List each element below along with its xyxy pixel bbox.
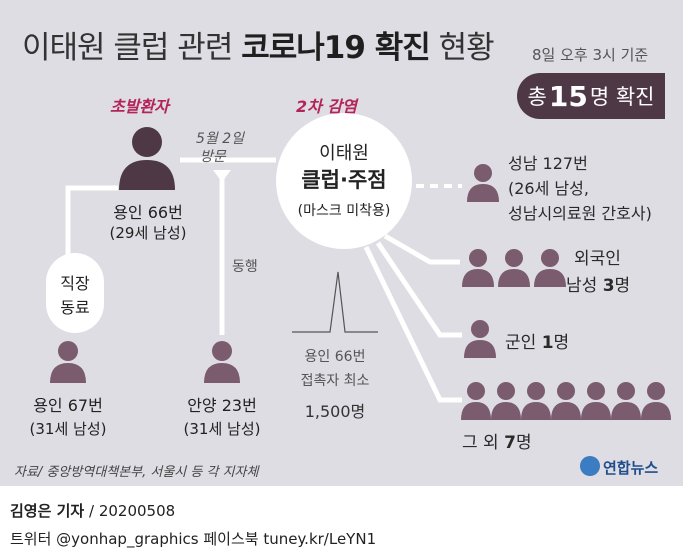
branch-seongnam-line-2: (26세 남성, bbox=[508, 179, 589, 198]
line-to-colleague bbox=[65, 185, 118, 255]
connector-lines bbox=[65, 157, 462, 403]
yonhap-logo-icon bbox=[580, 456, 600, 476]
colleague-name: 용인 67번 bbox=[33, 396, 103, 415]
contacts-line-1: 용인 66번 bbox=[304, 349, 366, 365]
branch-others: 그 외 7명 bbox=[462, 433, 532, 453]
contacts-line-2: 접촉자 최소 bbox=[300, 373, 370, 389]
social-line: 트위터 @yonhap_graphics 페이스북 tuney.kr/LeYN1 bbox=[10, 530, 377, 548]
person-icon bbox=[464, 320, 496, 358]
companion-info: (31세 남성) bbox=[183, 420, 261, 438]
line-to-foreigners bbox=[383, 233, 460, 265]
total-badge: 총 15 명 확진 bbox=[517, 73, 665, 119]
spike-graph-icon bbox=[292, 271, 378, 333]
colleague-info: (31세 남성) bbox=[29, 420, 107, 438]
person-icon bbox=[204, 341, 240, 383]
branch-soldier: 군인 1명 bbox=[505, 333, 570, 353]
line-to-others bbox=[363, 245, 462, 403]
person-icon bbox=[50, 341, 86, 383]
venue-note: (마스크 미착용) bbox=[297, 203, 391, 219]
infographic-card: 이태원 클럽 관련 코로나19 확진 현황 8일 오후 3시 기준 총 15 명 확… bbox=[0, 0, 683, 486]
credit-line: 김영은 기자 / 20200508 bbox=[10, 502, 176, 520]
yonhap-logo-text: 연합뉴스 bbox=[603, 459, 659, 477]
first-case-heading: 초발환자 bbox=[110, 97, 169, 116]
person-group-icon bbox=[462, 249, 566, 287]
date-label: 8일 오후 3시 기준 bbox=[532, 46, 649, 64]
branch-foreign-line-1: 외국인 bbox=[574, 249, 621, 269]
branch-seongnam-line-1: 성남 127번 bbox=[508, 154, 588, 173]
venue-name: 이태원 bbox=[319, 143, 369, 164]
branch-foreign-line-2: 남성 3명 bbox=[566, 276, 631, 296]
page-title: 이태원 클럽 관련 코로나19 확진 현황 bbox=[22, 30, 495, 66]
first-case-name: 용인 66번 bbox=[113, 203, 183, 222]
source-note: 자료/ 중앙방역대책본부, 서울시 등 각 지자체 bbox=[14, 465, 259, 480]
person-group-icon bbox=[461, 382, 671, 420]
venue-type: 클럽·주점 bbox=[301, 168, 387, 192]
second-infection-heading: 2차 감염 bbox=[296, 97, 357, 116]
first-case-info: (29세 남성) bbox=[109, 224, 187, 242]
companion-label: 동행 bbox=[232, 259, 258, 275]
colleague-label-1: 직장 bbox=[60, 274, 90, 293]
visit-date: 5월 2일 bbox=[196, 131, 245, 147]
person-icon bbox=[119, 127, 175, 190]
companion-name: 안양 23번 bbox=[187, 396, 257, 415]
branch-seongnam-line-3: 성남시의료원 간호사) bbox=[508, 204, 652, 223]
visit-label: 방문 bbox=[200, 149, 226, 165]
person-icon bbox=[467, 164, 499, 202]
arrow-down-icon bbox=[213, 170, 231, 182]
venue-circle bbox=[276, 113, 412, 249]
colleague-bubble bbox=[46, 253, 104, 333]
colleague-label-2: 동료 bbox=[60, 298, 90, 317]
line-to-soldier bbox=[375, 241, 462, 338]
contacts-count: 1,500명 bbox=[304, 402, 366, 421]
